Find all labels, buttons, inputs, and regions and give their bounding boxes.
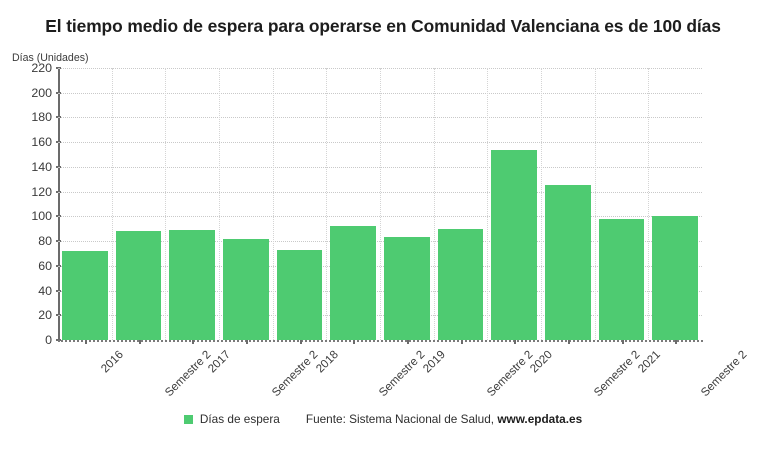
legend-item-label: Días de espera bbox=[199, 412, 280, 426]
gridline-vertical bbox=[541, 68, 542, 340]
y-tick-label: 0 bbox=[45, 333, 52, 347]
bar[interactable] bbox=[544, 185, 591, 340]
y-tick-label: 80 bbox=[38, 234, 52, 249]
y-axis-line bbox=[58, 68, 60, 341]
x-tick-mark bbox=[192, 340, 195, 344]
y-tick-label: 40 bbox=[38, 283, 52, 298]
bar[interactable] bbox=[222, 238, 269, 340]
y-axis-ticks: 0 20 40 60 80 100 120 140 160 180 200 220 bbox=[0, 0, 52, 450]
y-axis-label: Días (Unidades) bbox=[12, 52, 89, 64]
legend-swatch-icon bbox=[183, 414, 193, 424]
x-tick-label: Semestre 2 bbox=[376, 348, 428, 400]
bar[interactable] bbox=[383, 237, 430, 340]
x-tick-label: 2021 bbox=[635, 348, 663, 376]
x-tick-label: 2020 bbox=[527, 348, 556, 376]
x-tick-mark bbox=[514, 340, 517, 344]
gridline-vertical bbox=[111, 68, 113, 340]
bar[interactable] bbox=[330, 226, 377, 340]
x-tick-mark bbox=[621, 340, 624, 344]
gridline-vertical bbox=[165, 68, 167, 340]
gridline-vertical bbox=[219, 68, 220, 340]
x-tick-label: Semestre 2 bbox=[591, 348, 643, 400]
x-tick-label: Semestre 2 bbox=[161, 348, 213, 400]
legend-item-dias-de-espera[interactable]: Días de espera bbox=[183, 412, 280, 426]
y-tick-label: 220 bbox=[31, 61, 52, 75]
source-note: Fuente: Sistema Nacional de Salud, www.e… bbox=[306, 412, 582, 426]
bar[interactable] bbox=[598, 218, 645, 340]
gridlines bbox=[58, 68, 702, 340]
x-tick-label: Semestre 2 bbox=[269, 348, 321, 400]
bar[interactable] bbox=[652, 216, 699, 340]
chart-footer: Días de espera Fuente: Sistema Nacional … bbox=[0, 412, 766, 426]
x-tick-label: 2017 bbox=[205, 348, 234, 376]
gridline-vertical bbox=[594, 68, 596, 340]
x-tick-mark bbox=[567, 340, 570, 344]
source-website-link[interactable]: www.epdata.es bbox=[497, 412, 583, 426]
x-tick-label: Semestre 2 bbox=[483, 348, 535, 400]
y-tick-label: 180 bbox=[31, 110, 52, 125]
y-tick-label: 20 bbox=[38, 308, 52, 323]
x-axis-labels: 2016 Semestre 2 2017 Semestre 2 2018 Semestre… bbox=[58, 344, 749, 406]
x-tick-mark bbox=[245, 340, 248, 344]
plot-area bbox=[58, 68, 702, 340]
x-tick-mark bbox=[406, 340, 409, 344]
gridline-vertical bbox=[648, 68, 650, 340]
y-tick-label: 200 bbox=[31, 85, 52, 100]
x-tick-mark bbox=[138, 340, 141, 344]
x-tick-mark bbox=[675, 340, 678, 344]
gridline-vertical bbox=[380, 68, 381, 340]
y-tick-label: 60 bbox=[38, 258, 52, 273]
x-tick-mark bbox=[84, 340, 87, 344]
gridline-vertical bbox=[433, 68, 435, 340]
x-axis-line bbox=[58, 340, 703, 342]
gridline-vertical bbox=[326, 68, 328, 340]
x-tick-mark bbox=[299, 340, 302, 344]
bar[interactable] bbox=[169, 229, 216, 340]
bar[interactable] bbox=[276, 249, 323, 340]
x-tick-label: 2018 bbox=[313, 348, 341, 376]
x-tick-label: 2019 bbox=[420, 348, 448, 376]
source-prefix: Fuente: Sistema Nacional de Salud, bbox=[305, 412, 495, 426]
y-tick-label: 160 bbox=[31, 135, 52, 150]
y-tick-label: 100 bbox=[31, 209, 52, 224]
gridline-vertical bbox=[272, 68, 274, 340]
x-tick-mark bbox=[353, 340, 356, 344]
bar[interactable] bbox=[115, 231, 162, 340]
gridline-vertical bbox=[487, 68, 489, 340]
bar[interactable] bbox=[437, 228, 484, 340]
x-tick-mark bbox=[460, 340, 463, 344]
bar[interactable] bbox=[61, 250, 108, 340]
bars-layer bbox=[58, 68, 702, 340]
bar[interactable] bbox=[491, 149, 538, 340]
x-tick-label: 2016 bbox=[98, 348, 126, 376]
y-tick-label: 120 bbox=[31, 184, 52, 199]
y-tick-label: 140 bbox=[31, 159, 52, 174]
chart-title: El tiempo medio de espera para operarse … bbox=[45, 16, 721, 36]
x-tick-label: Semestre 2 bbox=[698, 348, 750, 400]
